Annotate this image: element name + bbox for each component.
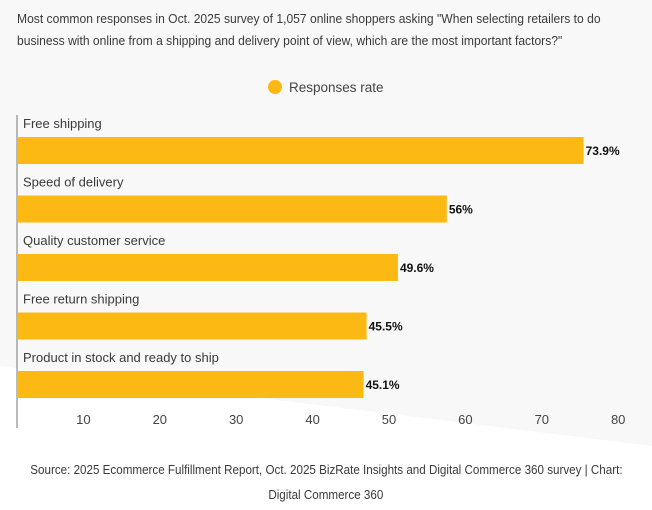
category-label: Product in stock and ready to ship xyxy=(23,350,219,365)
bar xyxy=(18,254,398,281)
x-tick-label: 20 xyxy=(153,412,167,427)
legend-marker-icon xyxy=(268,80,282,94)
data-label: 45.5% xyxy=(369,320,403,334)
data-label: 56% xyxy=(449,203,473,217)
x-tick-label: 10 xyxy=(76,412,90,427)
data-label: 49.6% xyxy=(400,261,434,275)
x-tick-label: 70 xyxy=(535,412,549,427)
x-tick-label: 30 xyxy=(229,412,243,427)
data-label: 73.9% xyxy=(586,144,620,158)
bar xyxy=(18,371,364,398)
x-tick-label: 60 xyxy=(458,412,472,427)
x-tick-label: 80 xyxy=(611,412,625,427)
source-note: Source: 2025 Ecommerce Fulfillment Repor… xyxy=(0,458,652,508)
data-label: 45.1% xyxy=(366,378,400,392)
chart-title: Most common responses in Oct. 2025 surve… xyxy=(17,11,601,48)
bar xyxy=(18,195,447,223)
legend: Responses rate xyxy=(268,78,384,96)
category-label: Free return shipping xyxy=(23,292,139,307)
bar xyxy=(18,137,584,164)
x-tick-label: 40 xyxy=(305,412,319,427)
category-label: Speed of delivery xyxy=(23,175,124,190)
x-tick-label: 50 xyxy=(382,412,396,427)
legend-label: Responses rate xyxy=(289,79,384,95)
bar xyxy=(18,312,367,340)
source-line-1: Source: 2025 Ecommerce Fulfillment Repor… xyxy=(29,463,623,477)
source-line-2: Digital Commerce 360 xyxy=(268,488,384,502)
category-label: Free shipping xyxy=(23,116,102,131)
category-label: Quality customer service xyxy=(23,233,165,248)
